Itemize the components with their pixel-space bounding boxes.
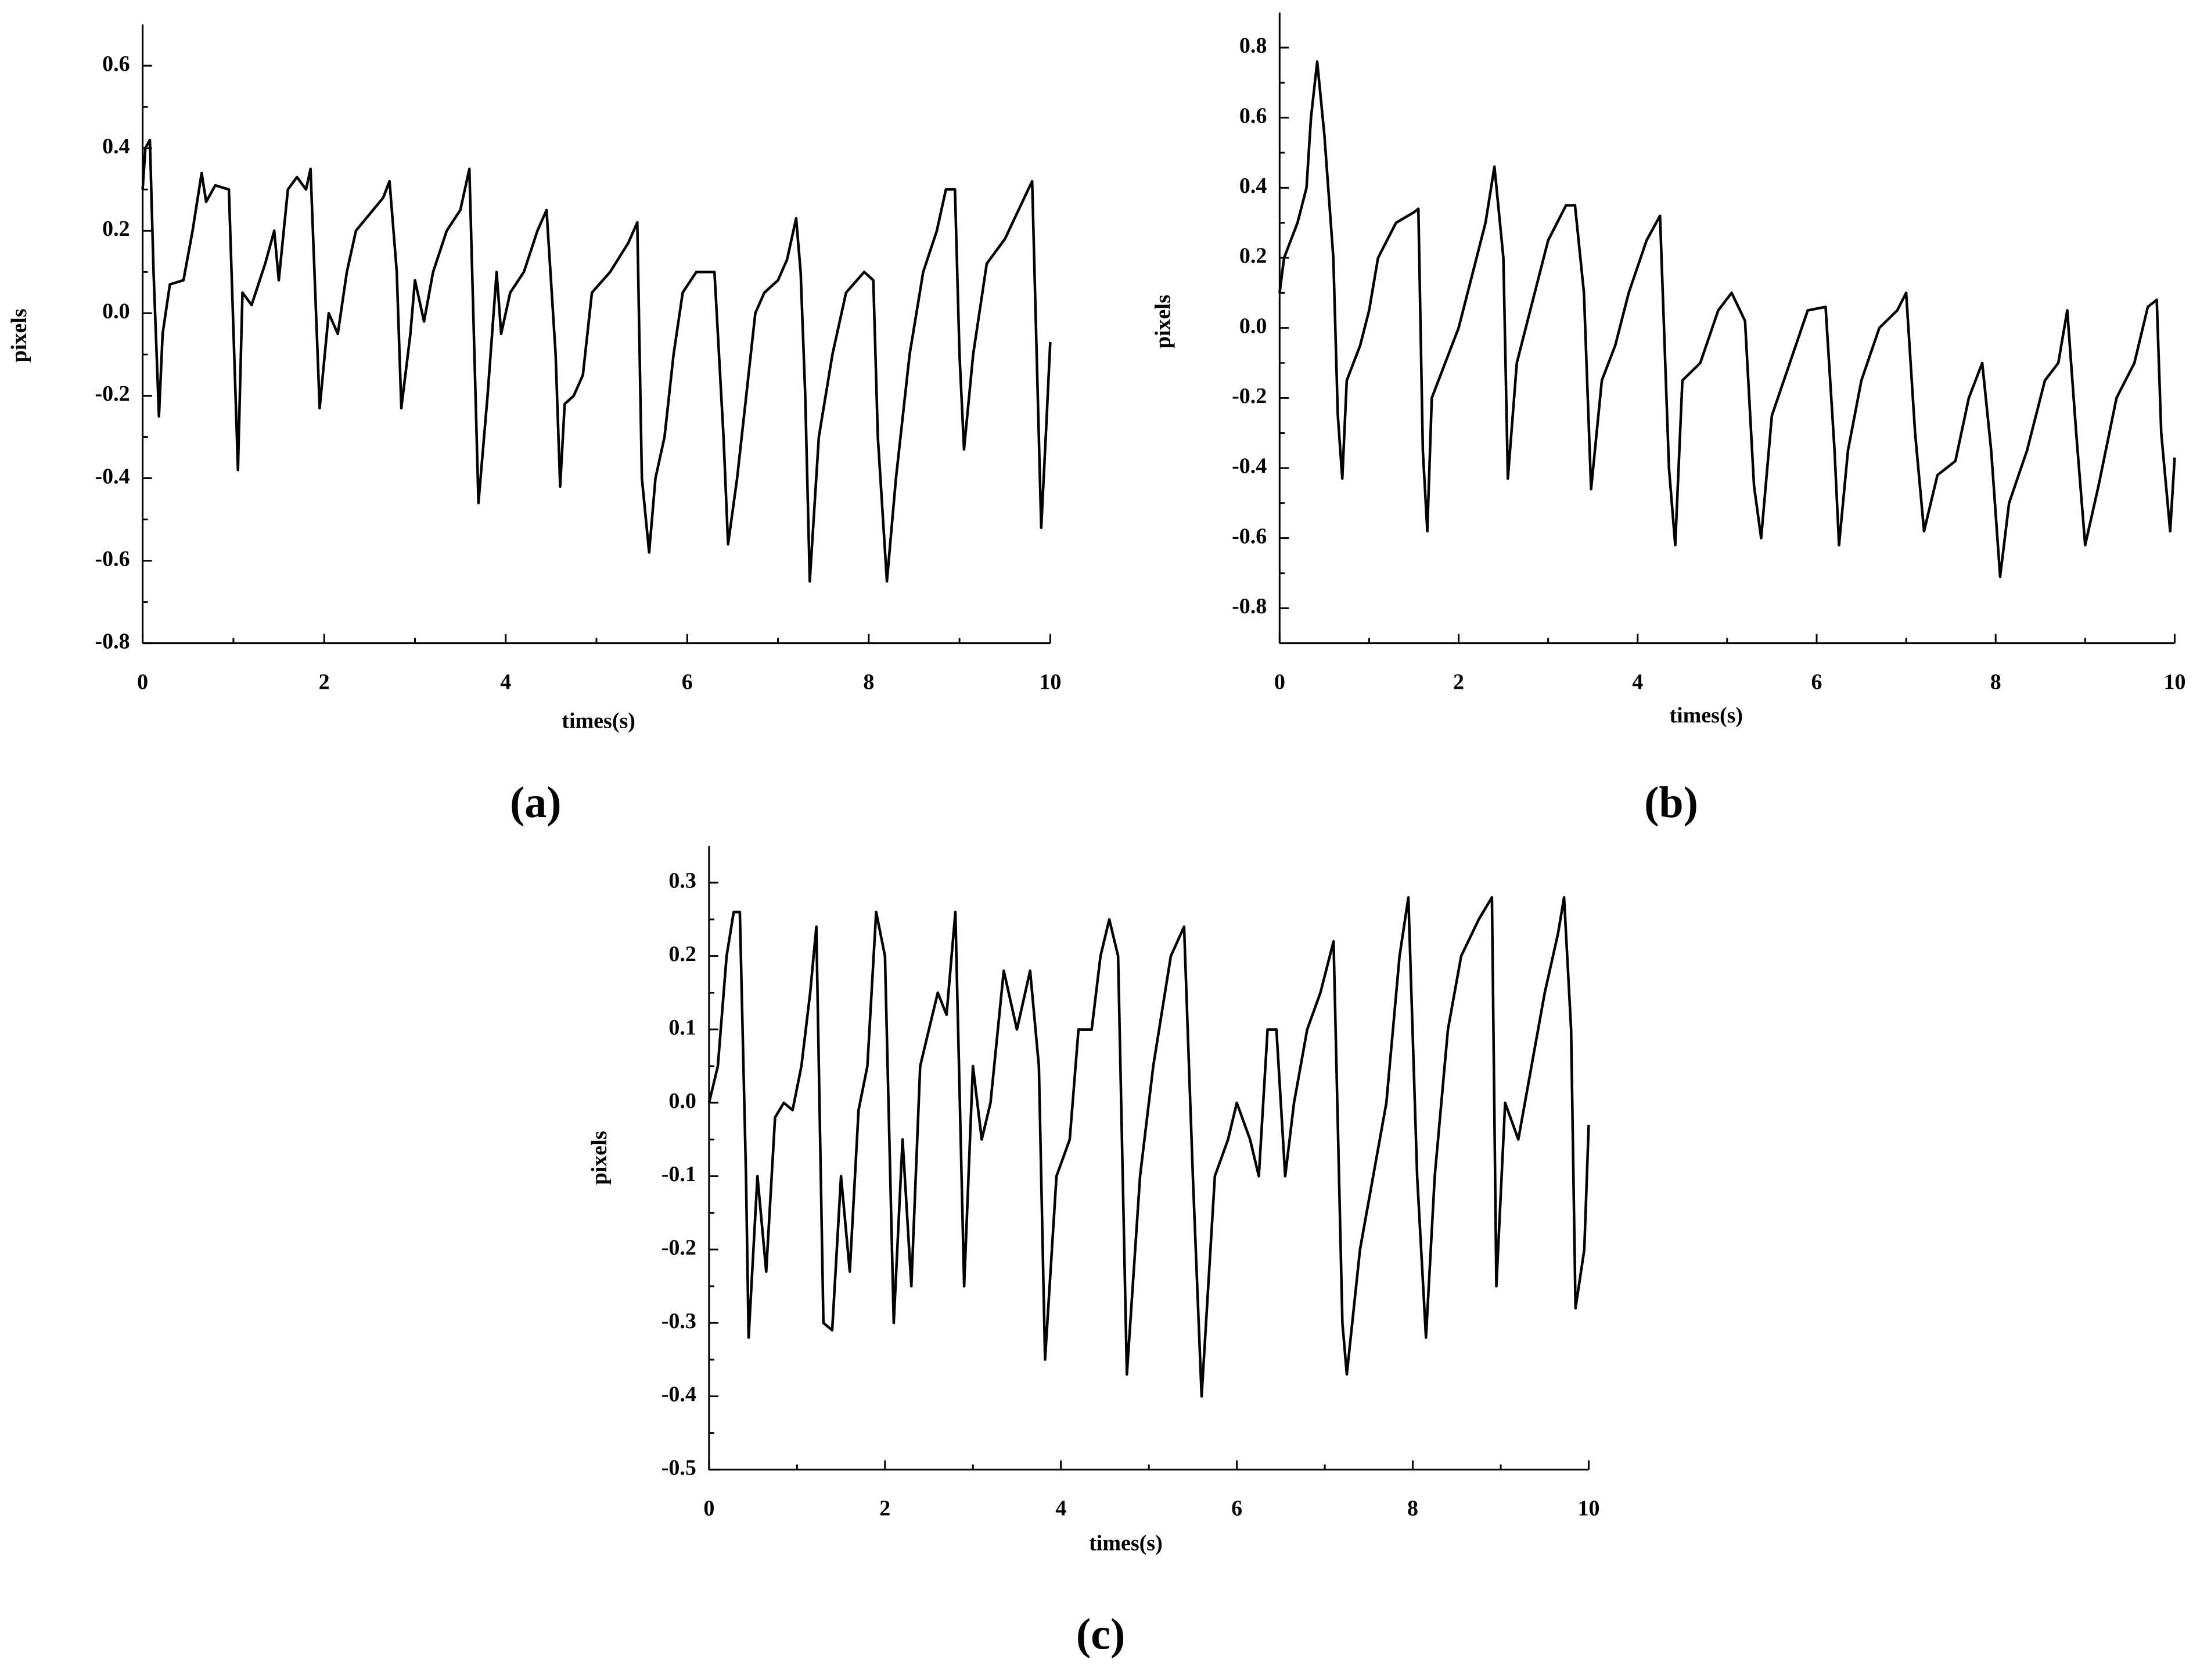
x-tick-label: 2 bbox=[879, 1496, 890, 1521]
x-tick-label: 6 bbox=[1811, 670, 1822, 694]
y-axis-label: pixels bbox=[1151, 294, 1175, 348]
x-tick-label: 10 bbox=[2163, 670, 2185, 694]
x-tick-label: 4 bbox=[1632, 670, 1643, 694]
panel-label: (a) bbox=[510, 778, 562, 827]
y-tick-label: -0.5 bbox=[662, 1456, 696, 1480]
y-tick-label: -0.6 bbox=[95, 546, 130, 571]
x-tick-label: 6 bbox=[682, 670, 693, 694]
x-axis-label: times(s) bbox=[1669, 703, 1743, 728]
y-tick-label: -0.3 bbox=[662, 1309, 696, 1333]
y-tick-label: 0.1 bbox=[668, 1015, 696, 1039]
x-tick-label: 10 bbox=[1039, 670, 1061, 694]
x-tick-label: 0 bbox=[703, 1496, 714, 1521]
data-line bbox=[1278, 60, 2176, 578]
y-tick-label: -0.2 bbox=[1232, 384, 1267, 408]
y-axis-label: pixels bbox=[587, 1131, 612, 1185]
y-tick-label: -0.6 bbox=[1232, 524, 1267, 548]
y-axis-label: pixels bbox=[7, 308, 31, 362]
y-tick-label: 0.3 bbox=[668, 869, 696, 893]
data-line bbox=[707, 896, 1590, 1398]
y-tick-label: 0.0 bbox=[668, 1089, 696, 1113]
y-tick-label: -0.8 bbox=[95, 629, 130, 653]
x-tick-label: 0 bbox=[137, 670, 148, 694]
x-tick-label: 6 bbox=[1231, 1496, 1242, 1521]
y-tick-label: 0.0 bbox=[1239, 314, 1267, 338]
panel-label: (b) bbox=[1644, 778, 1698, 827]
y-tick-label: 0.6 bbox=[102, 52, 130, 76]
data-line bbox=[141, 138, 1052, 583]
y-tick-label: -0.4 bbox=[1232, 454, 1267, 479]
x-tick-label: 2 bbox=[319, 670, 330, 694]
y-tick-label: -0.4 bbox=[662, 1382, 696, 1406]
y-tick-label: 0.2 bbox=[1239, 244, 1267, 268]
y-tick-label: 0.2 bbox=[102, 217, 130, 241]
x-tick-label: 8 bbox=[1407, 1496, 1418, 1521]
y-tick-label: -0.4 bbox=[95, 464, 130, 488]
y-tick-label: -0.2 bbox=[662, 1235, 696, 1260]
y-tick-label: -0.2 bbox=[95, 382, 130, 406]
y-tick-label: -0.8 bbox=[1232, 594, 1267, 618]
x-axis-label: times(s) bbox=[1089, 1531, 1163, 1556]
y-tick-label: 0.4 bbox=[1239, 174, 1267, 198]
x-axis-label: times(s) bbox=[562, 709, 635, 733]
x-tick-label: 0 bbox=[1274, 670, 1285, 694]
x-tick-label: 8 bbox=[863, 670, 874, 694]
y-tick-label: 0.6 bbox=[1239, 103, 1267, 128]
y-tick-label: 0.4 bbox=[102, 134, 130, 159]
x-tick-label: 2 bbox=[1453, 670, 1464, 694]
panel-label: (c) bbox=[1076, 1610, 1125, 1659]
y-tick-label: 0.0 bbox=[102, 299, 130, 323]
x-tick-label: 10 bbox=[1577, 1496, 1599, 1521]
y-tick-label: -0.1 bbox=[662, 1162, 696, 1186]
y-tick-label: 0.2 bbox=[668, 942, 696, 966]
x-tick-label: 8 bbox=[1990, 670, 2001, 694]
x-tick-label: 4 bbox=[1055, 1496, 1066, 1521]
y-tick-label: 0.8 bbox=[1239, 34, 1267, 58]
x-tick-label: 4 bbox=[500, 670, 511, 694]
